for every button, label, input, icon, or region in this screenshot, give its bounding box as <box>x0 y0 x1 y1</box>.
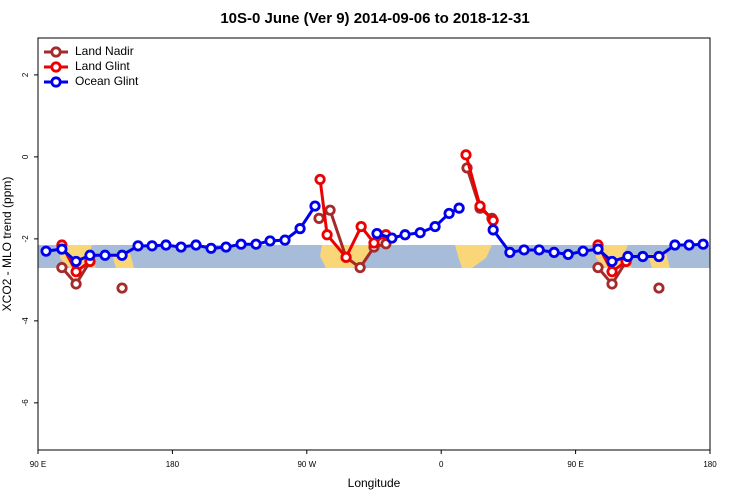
point <box>160 239 172 251</box>
point <box>324 204 336 216</box>
chart-title: 10S-0 June (Ver 9) 2014-09-06 to 2018-12… <box>220 10 529 27</box>
point <box>40 245 52 257</box>
point <box>504 246 516 259</box>
point <box>386 232 398 244</box>
point <box>669 239 681 251</box>
x-tick-label: 180 <box>703 460 717 469</box>
point <box>414 227 426 239</box>
point <box>309 200 321 212</box>
point <box>279 234 291 246</box>
point <box>592 261 604 274</box>
point <box>56 261 68 274</box>
point <box>487 214 499 227</box>
point <box>697 238 709 250</box>
point <box>190 239 202 251</box>
legend-marker <box>50 61 62 73</box>
point <box>146 240 158 252</box>
point <box>294 223 306 235</box>
legend-label: Ocean Glint <box>75 74 139 88</box>
y-tick-label: -6 <box>21 399 30 407</box>
point <box>562 248 574 261</box>
point <box>622 250 634 263</box>
point <box>321 229 333 241</box>
y-axis-label: XCO2 - MLO trend (ppm) <box>0 177 14 312</box>
legend-marker <box>50 46 62 58</box>
legend-label: Land Glint <box>75 59 130 73</box>
x-axis-label: Longitude <box>348 476 401 490</box>
x-tick-label: 90 E <box>567 460 583 469</box>
point <box>533 244 545 256</box>
point <box>460 149 472 161</box>
point <box>70 278 82 290</box>
point <box>443 207 455 220</box>
point <box>314 173 326 186</box>
point <box>132 240 144 252</box>
point <box>250 238 262 250</box>
point <box>637 250 649 263</box>
legend-label: Land Nadir <box>75 44 134 58</box>
point <box>653 250 665 263</box>
point <box>577 245 589 257</box>
y-tick-label: -2 <box>21 235 30 243</box>
point <box>368 237 380 249</box>
point <box>84 249 96 261</box>
point <box>518 244 530 256</box>
plot-frame <box>37 37 711 451</box>
point <box>175 241 187 253</box>
x-tick-label: 90 W <box>297 460 316 469</box>
point <box>354 261 366 274</box>
point <box>453 202 465 214</box>
point <box>99 249 111 261</box>
point <box>116 249 128 261</box>
point <box>653 282 665 294</box>
y-tick-label: 0 <box>21 154 30 159</box>
x-tick-label: 90 E <box>30 460 46 469</box>
point <box>116 282 128 294</box>
point <box>355 220 367 233</box>
x-tick-label: 180 <box>166 460 180 469</box>
point <box>220 241 232 253</box>
point <box>487 224 499 236</box>
point <box>371 227 383 240</box>
point <box>235 238 247 250</box>
point <box>606 255 618 268</box>
y-tick-label: 2 <box>21 72 30 77</box>
legend-marker <box>50 76 62 88</box>
point <box>340 251 352 263</box>
point <box>70 255 82 268</box>
point <box>592 243 604 255</box>
point <box>56 243 68 255</box>
point <box>429 220 441 233</box>
point <box>205 242 217 254</box>
point <box>313 212 325 224</box>
point <box>606 266 618 278</box>
point <box>70 266 82 278</box>
point <box>399 229 411 241</box>
point <box>548 246 560 259</box>
point <box>683 239 695 251</box>
point <box>606 278 618 290</box>
point <box>264 235 276 247</box>
point <box>474 200 486 212</box>
x-tick-label: 0 <box>439 460 444 469</box>
y-tick-label: -4 <box>21 317 30 325</box>
